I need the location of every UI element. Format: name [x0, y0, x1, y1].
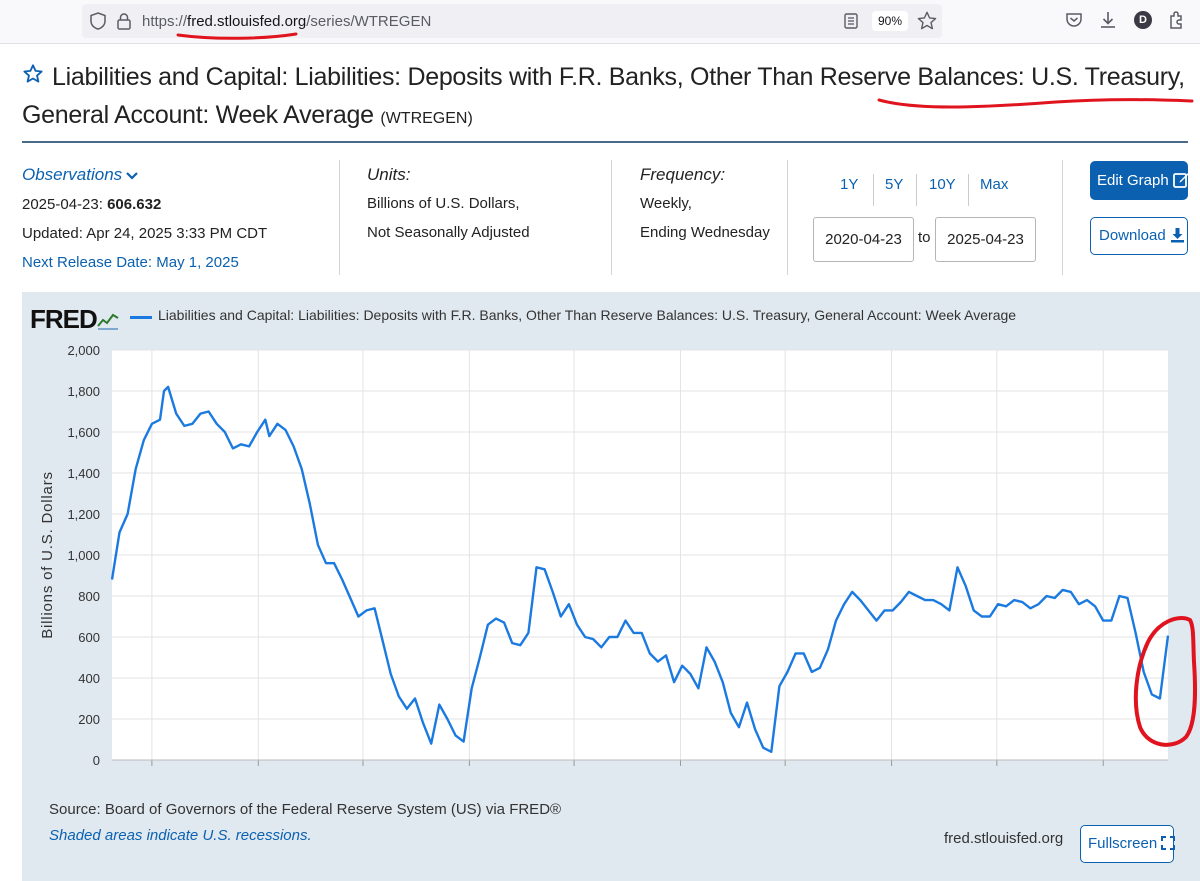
url-text[interactable]: https://fred.stlouisfed.org/series/WTREG…: [142, 13, 431, 30]
divider: [787, 160, 788, 275]
url-path: /series/WTREGEN: [306, 13, 432, 30]
frequency-block: Frequency: Weekly, Ending Wednesday: [640, 160, 770, 247]
fred-logo: FRED: [30, 304, 119, 335]
frequency-line-2: Ending Wednesday: [640, 224, 770, 241]
observations-block: Observations 2025-04-23: 606.632 Updated…: [22, 160, 267, 277]
series-code: (WTREGEN): [380, 110, 473, 127]
divider: [611, 160, 612, 275]
units-block: Units: Billions of U.S. Dollars, Not Sea…: [367, 160, 530, 247]
recession-note-link[interactable]: Shaded areas indicate U.S. recessions.: [49, 827, 312, 844]
fred-logo-text: FRED: [30, 304, 98, 334]
frequency-line-1: Weekly,: [640, 195, 692, 212]
observation-value: 606.632: [107, 196, 162, 213]
range-divider: [873, 174, 874, 206]
date-range-to: to: [918, 229, 931, 246]
range-divider: [916, 174, 917, 206]
range-1y-button[interactable]: 1Y: [840, 176, 859, 193]
extensions-icon[interactable]: [1166, 10, 1186, 30]
fullscreen-icon: [1161, 835, 1176, 850]
legend-swatch: [130, 316, 152, 319]
series-line: [110, 385, 1170, 753]
y-tick-label: 1,400: [67, 466, 100, 481]
zoom-level-badge[interactable]: 90%: [872, 11, 908, 31]
chevron-down-icon[interactable]: [125, 171, 139, 181]
legend-label: Liabilities and Capital: Liabilities: De…: [158, 307, 1017, 323]
edit-icon: [1172, 173, 1189, 188]
range-10y-button[interactable]: 10Y: [929, 176, 956, 193]
updated-text: Updated: Apr 24, 2025 3:33 PM CDT: [22, 225, 268, 242]
download-icon: [1170, 227, 1184, 243]
download-label: Download: [1099, 227, 1166, 244]
observation-date: 2025-04-23:: [22, 196, 103, 213]
title-divider: [22, 141, 1188, 143]
shield-icon[interactable]: [90, 12, 106, 30]
fred-logo-chart-icon: [97, 313, 119, 330]
range-max-button[interactable]: Max: [980, 176, 1009, 193]
download-icon[interactable]: [1098, 10, 1118, 30]
line-chart[interactable]: 0 200 400 600 800 1,000 1,200 1,400 1,600 1,800 2,…: [22, 330, 1200, 770]
start-date-input[interactable]: 2020-04-23: [813, 217, 914, 262]
next-release-link[interactable]: Next Release Date: May 1, 2025: [22, 254, 239, 271]
edit-graph-button[interactable]: Edit Graph: [1090, 161, 1189, 200]
reader-view-icon[interactable]: [844, 13, 858, 29]
y-tick-label: 1,600: [67, 425, 100, 440]
units-label: Units:: [367, 165, 411, 184]
lock-icon[interactable]: [116, 12, 132, 30]
download-button[interactable]: Download: [1090, 217, 1188, 255]
y-tick-label: 0: [93, 753, 100, 768]
fullscreen-label: Fullscreen: [1088, 835, 1158, 852]
observations-dropdown[interactable]: Observations: [22, 165, 123, 184]
bookmark-star-icon[interactable]: [916, 10, 938, 32]
y-tick-label: 1,800: [67, 384, 100, 399]
frequency-label: Frequency:: [640, 165, 726, 184]
units-line-1: Billions of U.S. Dollars,: [367, 195, 520, 212]
fred-site-link[interactable]: fred.stlouisfed.org: [944, 830, 1064, 847]
favorite-star-icon[interactable]: [22, 63, 44, 85]
source-text: Source: Board of Governors of the Federa…: [49, 801, 562, 818]
y-tick-label: 800: [78, 589, 100, 604]
url-host: fred.stlouisfed.org: [187, 13, 307, 30]
y-tick-label: 600: [78, 630, 100, 645]
y-tick-label: 1,200: [67, 507, 100, 522]
page-title: Liabilities and Capital: Liabilities: De…: [22, 58, 1192, 138]
address-bar[interactable]: https://fred.stlouisfed.org/series/WTREG…: [82, 4, 942, 38]
y-axis-label: Billions of U.S. Dollars: [39, 471, 56, 639]
range-5y-button[interactable]: 5Y: [885, 176, 904, 193]
y-tick-label: 400: [78, 671, 100, 686]
browser-toolbar: https://fred.stlouisfed.org/series/WTREG…: [0, 0, 1200, 44]
end-date-input[interactable]: 2025-04-23: [935, 217, 1036, 262]
series-title: Liabilities and Capital: Liabilities: De…: [22, 63, 1185, 129]
divider: [339, 160, 340, 275]
range-divider: [968, 174, 969, 206]
url-scheme: https://: [142, 13, 188, 30]
fullscreen-button[interactable]: Fullscreen: [1080, 825, 1176, 863]
account-avatar[interactable]: D: [1134, 11, 1152, 29]
edit-graph-label: Edit Graph: [1097, 172, 1169, 189]
y-tick-label: 1,000: [67, 548, 100, 563]
y-tick-label: 200: [78, 712, 100, 727]
divider: [1062, 160, 1063, 275]
units-line-2: Not Seasonally Adjusted: [367, 224, 530, 241]
pocket-icon[interactable]: [1064, 10, 1084, 30]
y-tick-label: 2,000: [67, 343, 100, 358]
